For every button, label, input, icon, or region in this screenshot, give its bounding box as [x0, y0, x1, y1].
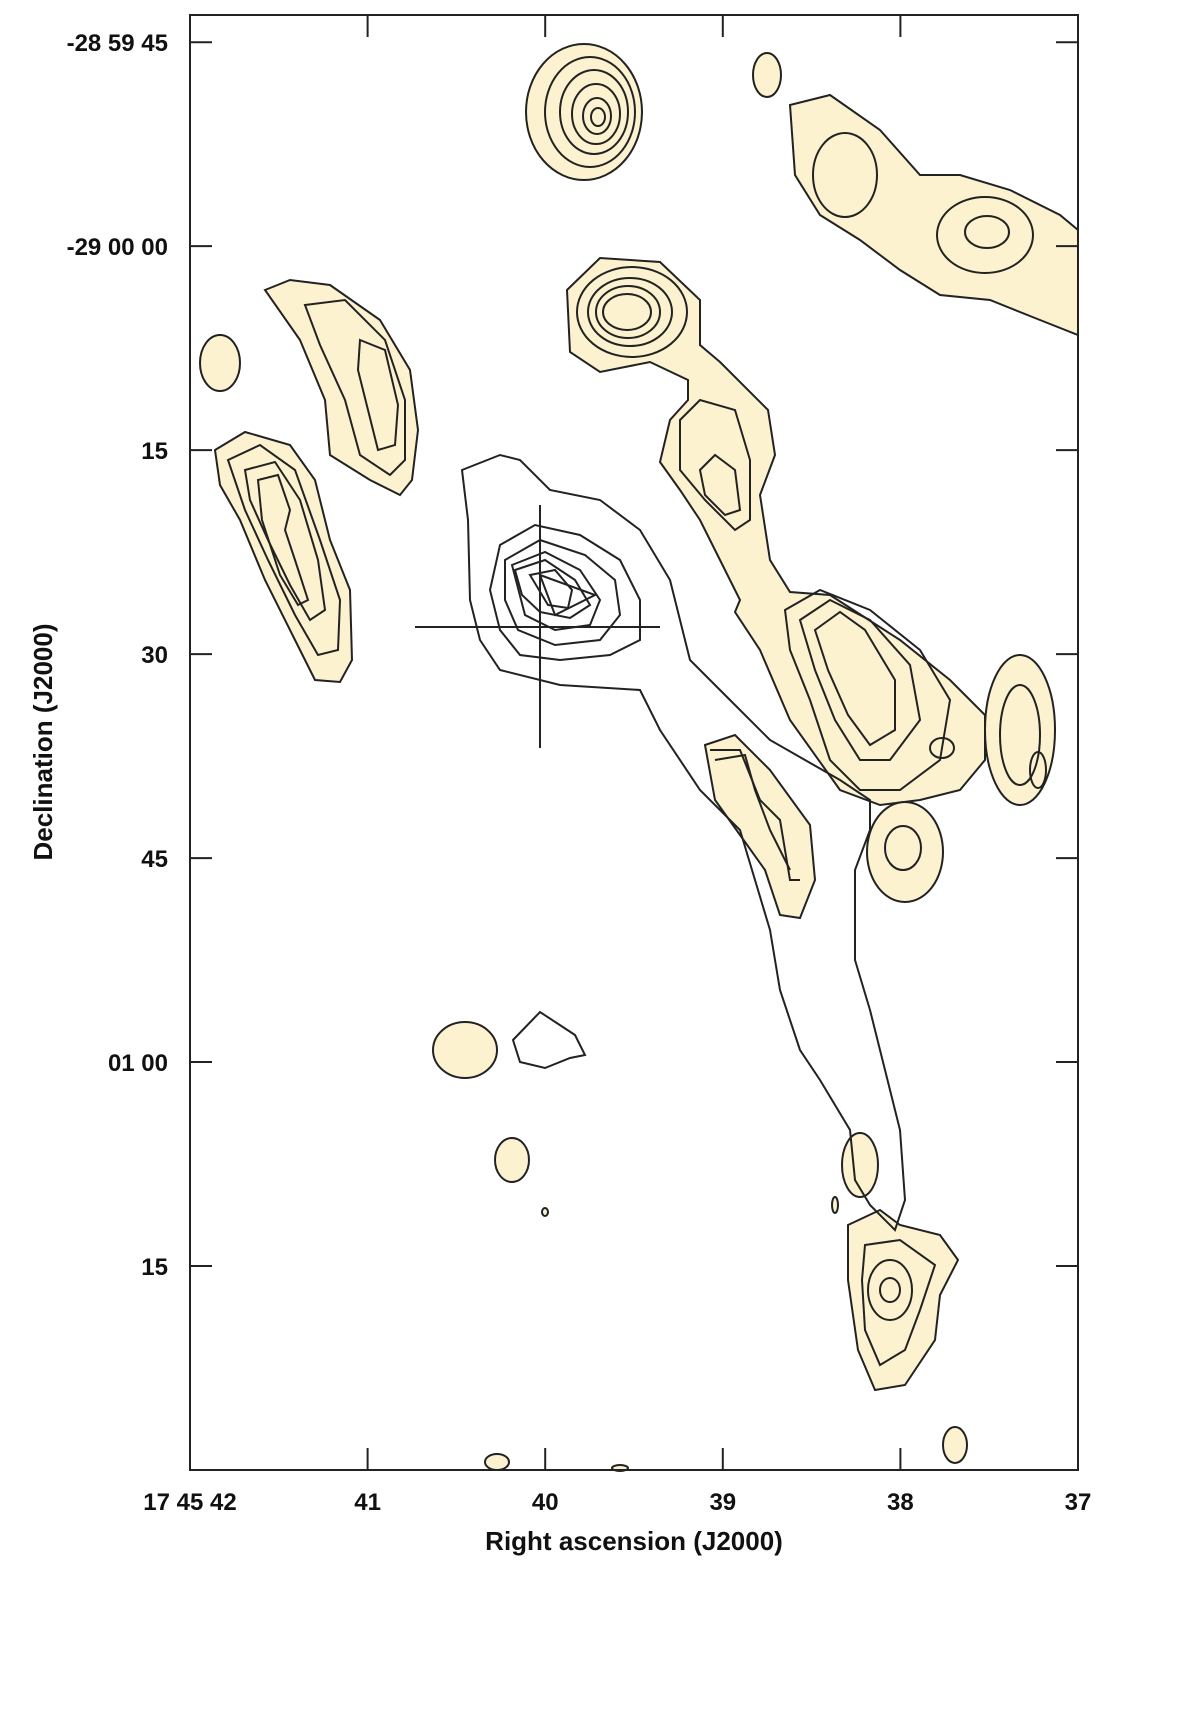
y-tick-label: 15 — [141, 1254, 168, 1281]
y-axis-label: Declination (J2000) — [28, 624, 58, 861]
line-contours — [415, 453, 907, 1232]
x-tick-label: 38 — [887, 1489, 914, 1516]
y-tick-label: 45 — [141, 846, 168, 873]
y-tick-label: -29 00 00 — [67, 234, 168, 261]
plot-frame — [189, 14, 1079, 1471]
filled-contours — [199, 43, 1079, 1472]
x-tick-label: 37 — [1065, 1489, 1092, 1516]
x-tick-label: 39 — [709, 1489, 736, 1516]
x-tick-label: 41 — [354, 1489, 381, 1516]
x-tick-label: 40 — [532, 1489, 559, 1516]
y-tick-label: -28 59 45 — [67, 30, 168, 57]
x-axis-label: Right ascension (J2000) — [485, 1526, 783, 1556]
contour-map — [199, 43, 1079, 1472]
y-tick-label: 15 — [141, 438, 168, 465]
x-tick-label: 17 45 42 — [143, 1489, 236, 1516]
y-tick-label: 01 00 — [108, 1050, 168, 1077]
y-tick-label: 30 — [141, 642, 168, 669]
